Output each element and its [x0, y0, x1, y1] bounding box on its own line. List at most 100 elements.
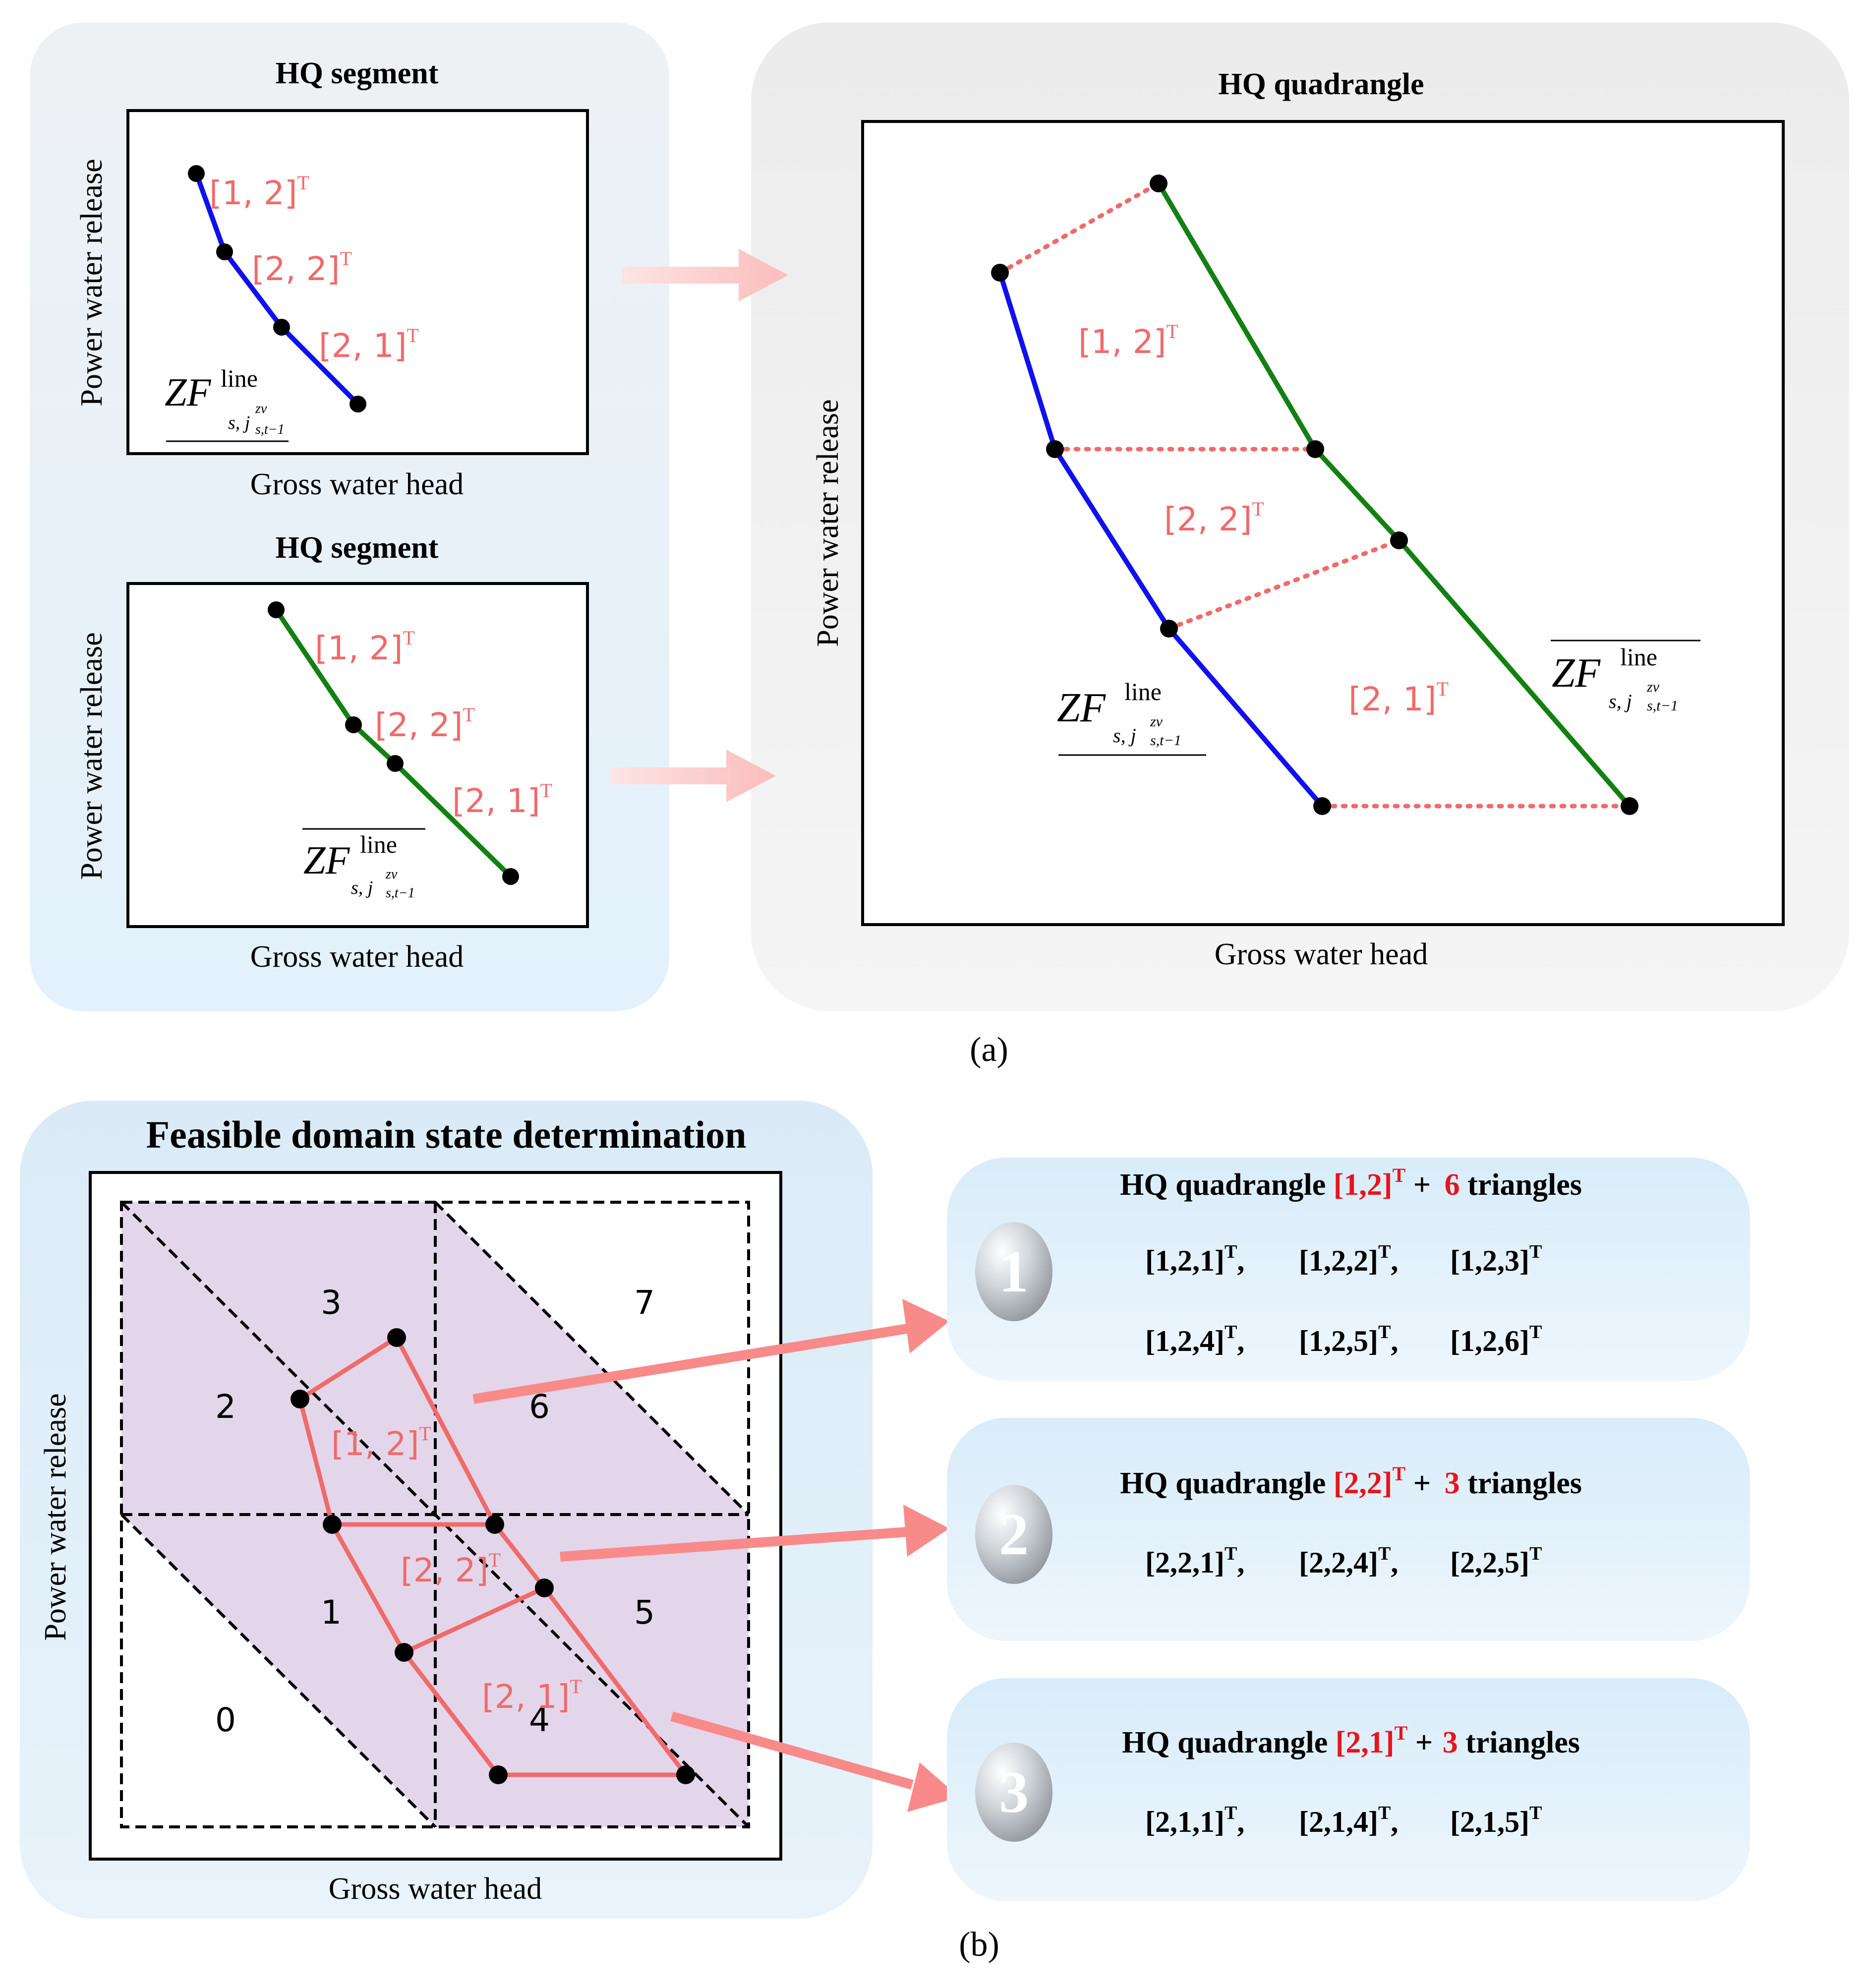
result-3-row-1: [2,1,1]T,	[1145, 1803, 1244, 1838]
svg-text:ZF: ZF	[165, 371, 211, 414]
quadrangle-green-line	[1156, 182, 1632, 808]
quadrangle-ylabel: Power water release	[811, 399, 845, 646]
result-box-3: HQ quadrangle [2,1]T + 3 triangles 3 [2,…	[947, 1678, 1750, 1901]
result-3-heading: HQ quadrangle [2,1]T + 3 triangles	[1122, 1722, 1580, 1759]
bottom-segment-point	[387, 755, 404, 772]
bottom-segment-label: [1, 2]T	[315, 627, 415, 667]
quadrangle-vertex	[323, 1515, 342, 1534]
result-2-row-1: [2,2,5]T	[1450, 1543, 1542, 1579]
feasible-domain-chart: Power water release Gross water head 0 1…	[39, 1171, 782, 1906]
bottom-segment-point	[502, 868, 519, 885]
result-3-row-1: [2,1,5]T	[1450, 1803, 1542, 1838]
segment-to-quad-arrow	[610, 750, 776, 802]
top-segment-point	[273, 319, 290, 336]
svg-text:line: line	[360, 830, 397, 858]
quadrangle-point	[1621, 797, 1638, 815]
svg-text:zv: zv	[1150, 713, 1163, 730]
svg-text:s,t−1: s,t−1	[255, 422, 285, 437]
svg-text:line: line	[221, 364, 258, 392]
svg-text:ZF: ZF	[1552, 650, 1601, 696]
result-1-heading: HQ quadrangle [1,2]T + 6 triangles	[1120, 1164, 1582, 1202]
svg-text:s,t−1: s,t−1	[386, 885, 415, 901]
bottom-segment-ylabel: Power water release	[75, 632, 109, 879]
result-2-row-1: [2,2,4]T,	[1299, 1543, 1398, 1579]
quadrangle-frame	[861, 120, 1785, 926]
quadrangle-label: [2, 2]T	[1164, 498, 1264, 538]
top-segment-label: [2, 1]T	[319, 324, 419, 365]
feasible-domain-title: Feasible domain state determination	[146, 1113, 746, 1156]
quadrangle-point	[1306, 440, 1324, 458]
top-segment-label: [1, 2]T	[209, 172, 309, 212]
top-segment-point	[350, 396, 366, 412]
top-segment-line	[194, 173, 360, 406]
result-box-1: HQ quadrangle [1,2]T + 6 triangles 1 [1,…	[947, 1158, 1750, 1381]
result-2-row-1: [2,2,1]T,	[1145, 1543, 1244, 1579]
quadrangle-title: HQ quadrangle	[1218, 67, 1424, 101]
quad-overlay-label: [2, 1]T	[482, 1675, 582, 1716]
feasible-domain-xlabel: Gross water head	[329, 1872, 542, 1906]
badge-1	[975, 1222, 1052, 1321]
svg-text:zv: zv	[1646, 679, 1660, 695]
badge-3-number: 3	[999, 1759, 1029, 1825]
bottom-segment-label: [2, 2]T	[375, 703, 475, 744]
top-segment-point	[188, 165, 205, 182]
badge-1-number: 1	[999, 1238, 1029, 1304]
quadrangle-point	[1150, 175, 1168, 192]
top-segment-label: [2, 2]T	[252, 247, 352, 288]
caption-a: (a)	[970, 1031, 1008, 1069]
svg-text:line: line	[1124, 678, 1162, 705]
quadrangle-zf-upper: ZF line s, j zv s,t−1	[1551, 640, 1700, 714]
svg-text:s, j: s, j	[1113, 724, 1136, 747]
bottom-segment-chart: HQ segment Power water release Gross wat…	[75, 531, 589, 974]
result-1-row-1: [1,2,1]T,	[1145, 1241, 1244, 1277]
quadrangle-vertex	[395, 1643, 413, 1662]
badge-3	[975, 1743, 1052, 1842]
quadrangle-blue-line	[997, 272, 1324, 808]
svg-text:s, j: s, j	[228, 412, 250, 433]
region-label-1: 1	[321, 1593, 342, 1632]
result-1-row-2: [1,2,6]T	[1450, 1322, 1542, 1357]
quadrangle-point	[1046, 440, 1064, 458]
region-label-3: 3	[321, 1284, 342, 1322]
result-arrows	[472, 1299, 959, 1812]
quadrangle-point	[991, 264, 1009, 282]
quadrangle-vertex	[676, 1765, 695, 1784]
bottom-segment-point	[268, 601, 285, 618]
top-segment-point	[216, 243, 233, 260]
region-label-5: 5	[634, 1593, 655, 1632]
svg-text:s, j: s, j	[1609, 690, 1632, 712]
quad-overlay-label: [2, 2]T	[401, 1549, 501, 1589]
quadrangle-point	[1390, 531, 1408, 549]
result-1-row-1: [1,2,2]T,	[1299, 1241, 1398, 1277]
segment-to-quad-arrow	[622, 249, 788, 301]
bottom-segment-line	[274, 608, 513, 878]
region-label-4: 4	[529, 1701, 550, 1739]
top-segment-xlabel: Gross water head	[250, 468, 464, 501]
svg-text:zv: zv	[255, 401, 267, 416]
feasible-domain-ylabel: Power water release	[39, 1393, 72, 1640]
badge-2-number: 2	[999, 1501, 1029, 1567]
bottom-segment-title: HQ segment	[276, 531, 439, 565]
bottom-segment-xlabel: Gross water head	[250, 940, 464, 974]
quadrangle-point	[1313, 797, 1331, 815]
result-3-row-1: [2,1,4]T,	[1299, 1803, 1398, 1838]
quadrangle-vertex	[489, 1765, 508, 1784]
svg-text:zv: zv	[385, 867, 398, 882]
quadrangle-label: [2, 1]T	[1348, 678, 1449, 718]
top-segment-zf-label: ZF line s, j zv s,t−1	[165, 364, 289, 442]
quadrangle-connectors	[997, 181, 1632, 809]
caption-b: (b)	[959, 1926, 999, 1964]
svg-text:s, j: s, j	[351, 877, 373, 898]
quadrangle-point	[1160, 620, 1178, 638]
quadrangle-label: [1, 2]T	[1078, 320, 1178, 361]
quadrangle-vertex	[387, 1328, 406, 1347]
svg-text:ZF: ZF	[303, 839, 350, 882]
svg-text:line: line	[1620, 643, 1657, 671]
top-segment-title: HQ segment	[276, 57, 439, 90]
result-2-heading: HQ quadrangle [2,2]T + 3 triangles	[1120, 1462, 1582, 1500]
badge-2	[975, 1485, 1052, 1584]
bottom-segment-label: [2, 1]T	[452, 779, 552, 820]
svg-text:s,t−1: s,t−1	[1647, 698, 1678, 714]
top-segment-chart: HQ segment Power water release Gross wat…	[75, 57, 589, 501]
